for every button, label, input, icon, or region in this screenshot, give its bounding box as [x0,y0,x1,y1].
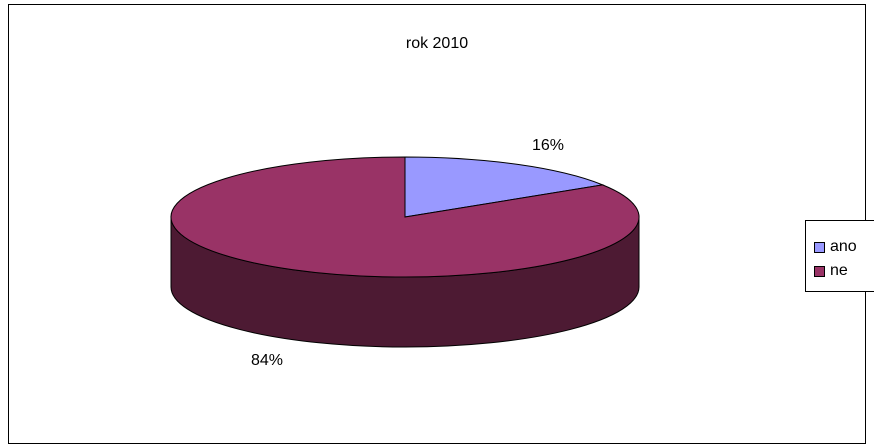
pie-layer [170,156,640,348]
data-label-ne: 84% [251,352,283,369]
pie-chart: rok 2010 16% 84% [170,35,640,369]
pie-slice-ano [404,156,605,218]
legend-swatch-ne [814,265,825,277]
legend-item-ne: ne [814,261,848,281]
legend-item-ano: ano [814,237,857,257]
pie-slice-ne [170,156,640,278]
chart-title: rok 2010 [406,35,468,52]
legend: ano ne [805,220,874,292]
legend-label-ne: ne [830,262,848,279]
data-label-ano: 16% [532,137,564,154]
legend-label-ano: ano [830,238,857,255]
legend-swatch-ano [814,241,825,253]
